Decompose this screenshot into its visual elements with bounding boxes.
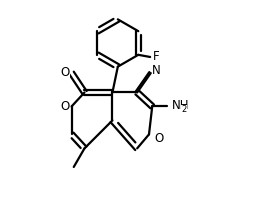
Text: O: O [60,66,70,78]
Text: N: N [151,64,160,77]
Text: NH: NH [171,99,189,112]
Text: 2: 2 [181,105,186,114]
Text: O: O [154,132,163,145]
Text: O: O [60,100,70,113]
Text: F: F [152,51,159,63]
